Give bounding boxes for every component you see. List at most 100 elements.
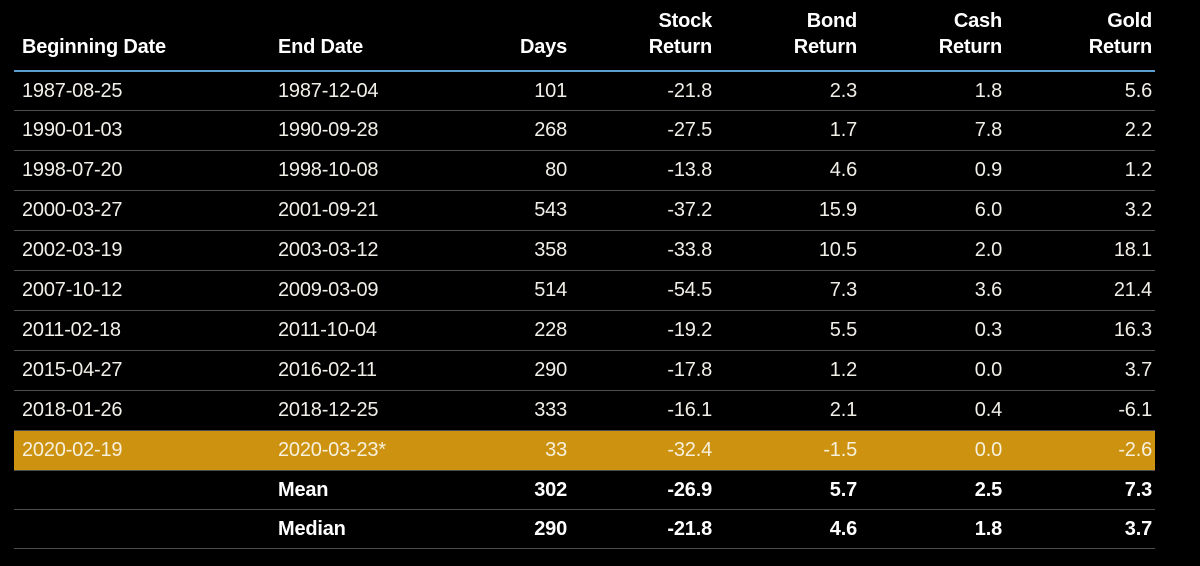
cell-beginning_date: 2011-02-18 <box>14 310 270 351</box>
column-header-days: Days <box>435 2 570 72</box>
table-row: 2000-03-27 2001-09-21 543 -37.2 15.9 6.0 3.2 <box>14 190 1155 231</box>
cell-days: 80 <box>435 150 570 191</box>
cell-bond_return: 7.3 <box>715 270 860 311</box>
median-row: Median 290 -21.8 4.6 1.8 3.7 <box>14 509 1155 550</box>
cell-bond_return: 4.6 <box>715 509 860 550</box>
mean-row: Mean 302 -26.9 5.7 2.5 7.3 <box>14 470 1155 510</box>
cell-end_date: 2018-12-25 <box>270 390 435 431</box>
cell-gold_return: 7.3 <box>1005 470 1155 510</box>
cell-stock_return: -19.2 <box>570 310 715 351</box>
cell-cash_return: 0.0 <box>860 430 1005 471</box>
cell-gold_return: -2.6 <box>1005 430 1155 471</box>
cell-bond_return: 2.1 <box>715 390 860 431</box>
cell-bond_return: 4.6 <box>715 150 860 191</box>
column-header-beginning_date: Beginning Date <box>14 2 270 72</box>
cell-cash_return: 0.0 <box>860 350 1005 391</box>
cell-end_date: Mean <box>270 470 435 510</box>
cell-cash_return: 3.6 <box>860 270 1005 311</box>
cell-gold_return: 3.2 <box>1005 190 1155 231</box>
table-row: 2002-03-19 2003-03-12 358 -33.8 10.5 2.0 18.1 <box>14 230 1155 271</box>
cell-days: 228 <box>435 310 570 351</box>
cell-stock_return: -16.1 <box>570 390 715 431</box>
table-row: 1998-07-20 1998-10-08 80 -13.8 4.6 0.9 1.2 <box>14 150 1155 191</box>
cell-cash_return: 1.8 <box>860 509 1005 550</box>
header-row: Beginning Date End Date Days Stock Return Bon… <box>14 2 1155 72</box>
cell-days: 268 <box>435 110 570 151</box>
cell-end_date: 2001-09-21 <box>270 190 435 231</box>
cell-gold_return: 18.1 <box>1005 230 1155 271</box>
cell-end_date: 2009-03-09 <box>270 270 435 311</box>
cell-beginning_date <box>14 470 270 510</box>
cell-days: 543 <box>435 190 570 231</box>
table-body: 1987-08-25 1987-12-04 101 -21.8 2.3 1.8 5.6 199… <box>14 71 1155 471</box>
cell-bond_return: 1.2 <box>715 350 860 391</box>
table-row: 2018-01-26 2018-12-25 333 -16.1 2.1 0.4 -6.1 <box>14 390 1155 431</box>
table-row: 2011-02-18 2011-10-04 228 -19.2 5.5 0.3 16.3 <box>14 310 1155 351</box>
cell-gold_return: 1.2 <box>1005 150 1155 191</box>
table-row: 2007-10-12 2009-03-09 514 -54.5 7.3 3.6 21.4 <box>14 270 1155 311</box>
column-header-bond_return: Bond Return <box>715 2 860 72</box>
column-header-end_date: End Date <box>270 2 435 72</box>
cell-gold_return: 5.6 <box>1124 79 1152 102</box>
cell-beginning_date: 2007-10-12 <box>14 270 270 311</box>
cell-bond_return: 5.5 <box>715 310 860 351</box>
cell-beginning_date: 2018-01-26 <box>14 390 270 431</box>
cell-bond_return: -1.5 <box>715 430 860 471</box>
cell-beginning_date: 2020-02-19 <box>14 430 270 471</box>
cell-bond_return: 15.9 <box>715 190 860 231</box>
cell-bond_return: 10.5 <box>715 230 860 271</box>
cell-gold_return: 21.4 <box>1005 270 1155 311</box>
cell-stock_return: -17.8 <box>570 350 715 391</box>
cell-cash_return: 0.4 <box>860 390 1005 431</box>
column-header-gold_return: Gold Return <box>1005 2 1155 72</box>
cell-beginning_date: 1987-08-25 <box>22 79 123 102</box>
cell-cash_return: 7.8 <box>860 110 1005 151</box>
cell-cash_return: 2.5 <box>860 470 1005 510</box>
cell-days: 514 <box>435 270 570 311</box>
cell-end_date: 2016-02-11 <box>270 350 435 391</box>
cell-end_date: Median <box>270 509 435 550</box>
cell-days: 33 <box>435 430 570 471</box>
cell-cash_return: 0.3 <box>860 310 1005 351</box>
column-header-cash_return: Cash Return <box>860 2 1005 72</box>
cell-stock_return: -26.9 <box>570 470 715 510</box>
cell-days: 333 <box>435 390 570 431</box>
cell-stock_return: -13.8 <box>570 150 715 191</box>
cell-stock_return: -32.4 <box>570 430 715 471</box>
cell-bond_return: 2.3 <box>829 79 857 102</box>
column-header-stock_return: Stock Return <box>570 2 715 72</box>
cell-end_date: 2020-03-23* <box>270 430 435 471</box>
cell-beginning_date: 1990-01-03 <box>14 110 270 151</box>
table-row: 2015-04-27 2016-02-11 290 -17.8 1.2 0.0 3.7 <box>14 350 1155 391</box>
table-summary: Mean 302 -26.9 5.7 2.5 7.3 Median 290 -21.8 4.6 1.… <box>14 470 1155 550</box>
table-header: Beginning Date End Date Days Stock Return Bon… <box>14 2 1155 72</box>
cell-beginning_date: 2000-03-27 <box>14 190 270 231</box>
cell-stock_return: -21.8 <box>667 79 712 102</box>
cell-days: 101 <box>534 79 567 102</box>
cell-gold_return: -6.1 <box>1005 390 1155 431</box>
cell-beginning_date: 2015-04-27 <box>14 350 270 391</box>
cell-cash_return: 2.0 <box>860 230 1005 271</box>
cell-cash_return: 0.9 <box>860 150 1005 191</box>
cell-end_date: 1998-10-08 <box>270 150 435 191</box>
cell-cash_return: 1.8 <box>974 79 1002 102</box>
cell-days: 302 <box>435 470 570 510</box>
cell-stock_return: -54.5 <box>570 270 715 311</box>
cell-end_date: 2011-10-04 <box>270 310 435 351</box>
cell-beginning_date: 2002-03-19 <box>14 230 270 271</box>
cell-stock_return: -21.8 <box>570 509 715 550</box>
cell-gold_return: 16.3 <box>1005 310 1155 351</box>
cell-gold_return: 2.2 <box>1005 110 1155 151</box>
table-row-highlighted: 2020-02-19 2020-03-23* 33 -32.4 -1.5 0.0 -2.6 <box>14 430 1155 471</box>
table-row: 1990-01-03 1990-09-28 268 -27.5 1.7 7.8 2.2 <box>14 110 1155 151</box>
cell-cash_return: 6.0 <box>860 190 1005 231</box>
table-row: 1987-08-25 1987-12-04 101 -21.8 2.3 1.8 5.6 <box>14 71 1155 111</box>
cell-end_date: 1990-09-28 <box>270 110 435 151</box>
returns-table: Beginning Date End Date Days Stock Return Bon… <box>14 2 1155 550</box>
cell-gold_return: 3.7 <box>1005 509 1155 550</box>
cell-beginning_date <box>14 509 270 550</box>
cell-bond_return: 5.7 <box>715 470 860 510</box>
cell-bond_return: 1.7 <box>715 110 860 151</box>
cell-gold_return: 3.7 <box>1005 350 1155 391</box>
